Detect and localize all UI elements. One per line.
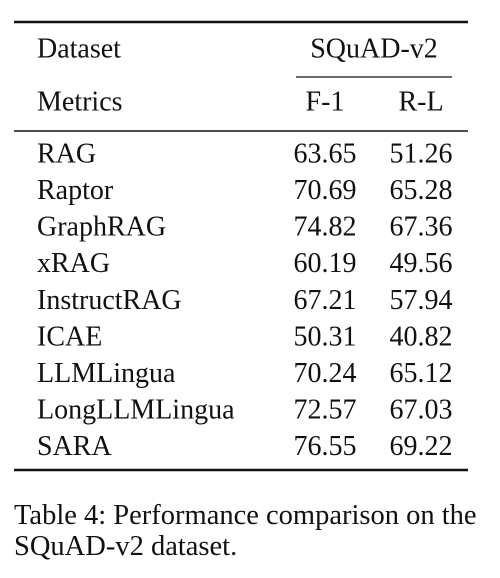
- score: 49.56: [390, 248, 453, 279]
- score: 69.22: [390, 431, 453, 462]
- score: 65.28: [390, 175, 453, 206]
- method-name: xRAG: [37, 248, 110, 279]
- column-header: R-L: [398, 86, 443, 117]
- method-name: LLMLingua: [37, 358, 176, 389]
- score: 60.19: [294, 248, 357, 279]
- table: Dataset SQuAD-v2 Metrics F-1 R-L RAG 63.65 5…: [14, 20, 468, 472]
- score: 65.12: [390, 358, 453, 389]
- method-name: Raptor: [37, 175, 114, 206]
- score: 57.94: [390, 285, 453, 316]
- method-name: LongLLMLingua: [37, 395, 235, 426]
- score: 76.55: [294, 431, 357, 462]
- score: 67.36: [390, 212, 453, 243]
- method-name: InstructRAG: [37, 285, 182, 316]
- score: 70.69: [294, 175, 357, 206]
- score: 51.26: [390, 138, 453, 169]
- group-header: SQuAD-v2: [310, 33, 438, 64]
- method-name: GraphRAG: [37, 212, 166, 243]
- method-name: SARA: [37, 431, 112, 462]
- method-name: RAG: [37, 138, 96, 169]
- score: 74.82: [294, 212, 357, 243]
- score: 40.82: [390, 321, 453, 352]
- score: 67.03: [390, 395, 453, 426]
- score: 50.31: [294, 321, 357, 352]
- caption: Table 4: Performance comparison on the S…: [14, 500, 477, 562]
- method-name: ICAE: [37, 321, 102, 352]
- score: 67.21: [294, 285, 357, 316]
- score: 70.24: [294, 358, 357, 389]
- score: 63.65: [294, 138, 357, 169]
- score: 72.57: [294, 395, 357, 426]
- dataset-header: Dataset: [37, 33, 121, 64]
- metrics-header: Metrics: [37, 86, 123, 117]
- column-header: F-1: [306, 86, 345, 117]
